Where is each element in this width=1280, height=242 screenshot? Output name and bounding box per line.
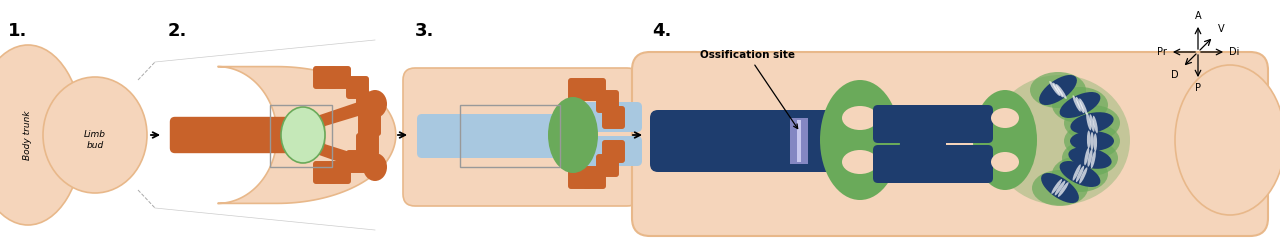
Ellipse shape xyxy=(0,45,83,225)
Ellipse shape xyxy=(1079,167,1088,184)
Ellipse shape xyxy=(973,90,1037,190)
Ellipse shape xyxy=(1069,147,1111,169)
Ellipse shape xyxy=(1064,105,1120,141)
FancyBboxPatch shape xyxy=(568,78,591,101)
Ellipse shape xyxy=(1050,81,1060,96)
Polygon shape xyxy=(218,67,396,203)
FancyBboxPatch shape xyxy=(873,145,993,183)
Ellipse shape xyxy=(1076,166,1084,182)
FancyBboxPatch shape xyxy=(602,140,625,163)
Ellipse shape xyxy=(1059,182,1069,197)
Ellipse shape xyxy=(1052,83,1064,98)
Text: Body trunk: Body trunk xyxy=(23,110,32,160)
FancyBboxPatch shape xyxy=(356,93,379,116)
Text: D: D xyxy=(1171,70,1179,80)
FancyBboxPatch shape xyxy=(596,154,620,177)
FancyBboxPatch shape xyxy=(582,78,605,101)
Text: V: V xyxy=(1219,24,1225,34)
Ellipse shape xyxy=(1079,98,1088,115)
Ellipse shape xyxy=(991,152,1019,172)
FancyBboxPatch shape xyxy=(346,76,369,99)
FancyBboxPatch shape xyxy=(328,161,351,184)
Ellipse shape xyxy=(1076,97,1084,113)
FancyBboxPatch shape xyxy=(314,66,335,89)
Ellipse shape xyxy=(1093,116,1098,133)
Text: A: A xyxy=(1194,11,1202,21)
FancyBboxPatch shape xyxy=(358,113,381,136)
Ellipse shape xyxy=(1089,114,1094,132)
FancyBboxPatch shape xyxy=(314,161,335,184)
Ellipse shape xyxy=(842,106,878,130)
FancyBboxPatch shape xyxy=(572,136,643,166)
Ellipse shape xyxy=(364,90,387,118)
Text: 2.: 2. xyxy=(168,22,187,40)
FancyBboxPatch shape xyxy=(417,114,567,158)
Ellipse shape xyxy=(1084,148,1089,165)
Ellipse shape xyxy=(1056,84,1066,99)
Ellipse shape xyxy=(813,67,877,103)
Ellipse shape xyxy=(1062,140,1117,176)
Text: Pr: Pr xyxy=(1157,47,1167,57)
Ellipse shape xyxy=(1093,134,1097,151)
Bar xyxy=(790,118,808,164)
Text: P: P xyxy=(1196,83,1201,93)
Bar xyxy=(460,105,561,167)
Ellipse shape xyxy=(1064,123,1120,159)
Ellipse shape xyxy=(282,107,325,163)
Ellipse shape xyxy=(44,77,147,193)
Bar xyxy=(270,105,332,167)
FancyBboxPatch shape xyxy=(356,133,379,156)
Ellipse shape xyxy=(1039,75,1076,105)
Ellipse shape xyxy=(1070,112,1114,134)
Ellipse shape xyxy=(1032,170,1088,206)
FancyBboxPatch shape xyxy=(582,166,605,189)
Ellipse shape xyxy=(1051,179,1062,194)
Ellipse shape xyxy=(1175,65,1280,215)
Text: Limb
bud: Limb bud xyxy=(84,130,106,150)
Ellipse shape xyxy=(1091,132,1093,150)
Text: 1.: 1. xyxy=(8,22,27,40)
Text: 4.: 4. xyxy=(652,22,672,40)
Ellipse shape xyxy=(1055,181,1065,196)
FancyBboxPatch shape xyxy=(632,52,1268,236)
Ellipse shape xyxy=(364,153,387,181)
Bar xyxy=(797,120,801,162)
Ellipse shape xyxy=(548,97,598,173)
Ellipse shape xyxy=(1052,87,1108,123)
Ellipse shape xyxy=(1060,92,1101,118)
Polygon shape xyxy=(305,140,378,173)
FancyBboxPatch shape xyxy=(873,105,993,143)
FancyBboxPatch shape xyxy=(170,117,325,153)
Ellipse shape xyxy=(1070,131,1114,151)
Ellipse shape xyxy=(1073,164,1080,181)
Ellipse shape xyxy=(813,167,877,203)
FancyBboxPatch shape xyxy=(602,106,625,129)
FancyBboxPatch shape xyxy=(596,90,620,113)
Ellipse shape xyxy=(1041,173,1079,203)
Ellipse shape xyxy=(842,150,878,174)
Ellipse shape xyxy=(1087,130,1091,149)
Text: Ossification site: Ossification site xyxy=(700,50,797,129)
Ellipse shape xyxy=(991,108,1019,128)
Text: 3.: 3. xyxy=(415,22,434,40)
Ellipse shape xyxy=(1073,95,1080,112)
FancyBboxPatch shape xyxy=(403,68,639,206)
FancyBboxPatch shape xyxy=(568,166,591,189)
Polygon shape xyxy=(305,98,378,130)
FancyBboxPatch shape xyxy=(346,150,369,173)
Ellipse shape xyxy=(1088,149,1093,167)
Ellipse shape xyxy=(1052,156,1108,192)
FancyBboxPatch shape xyxy=(328,66,351,89)
Text: Di: Di xyxy=(1229,47,1239,57)
Ellipse shape xyxy=(1087,113,1092,130)
Ellipse shape xyxy=(989,75,1130,205)
FancyBboxPatch shape xyxy=(572,102,643,132)
Ellipse shape xyxy=(1060,161,1101,187)
FancyBboxPatch shape xyxy=(650,110,946,172)
Ellipse shape xyxy=(1091,151,1096,168)
Ellipse shape xyxy=(820,80,900,200)
Ellipse shape xyxy=(1030,72,1085,108)
